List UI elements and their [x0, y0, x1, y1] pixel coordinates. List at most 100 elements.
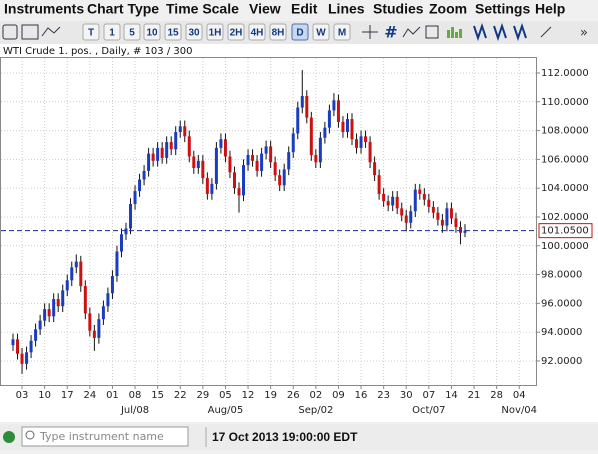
candle-body: [377, 175, 381, 194]
candles: [11, 70, 467, 374]
timeframe-button[interactable]: [103, 23, 121, 41]
candle-body: [314, 155, 318, 163]
candle-body: [110, 276, 114, 294]
x-tick-label: 22: [174, 390, 187, 401]
timeframe-label[interactable]: 30: [188, 28, 200, 39]
menu-item[interactable]: View: [249, 1, 281, 17]
menu-item[interactable]: Time Scale: [166, 1, 239, 17]
menu-item[interactable]: Instruments: [4, 1, 84, 17]
month-label: Sep/02: [298, 405, 333, 416]
icon[interactable]: [2, 24, 18, 40]
candle-body: [34, 329, 38, 341]
x-tick-label: 30: [400, 390, 413, 401]
x-tick-label: 28: [490, 390, 503, 401]
candle-body: [210, 183, 214, 194]
candle-body: [65, 280, 69, 291]
timeframe-button[interactable]: [312, 23, 330, 41]
menu-item[interactable]: Studies: [373, 1, 424, 17]
candle-body: [368, 142, 372, 163]
icon[interactable]: #: [384, 23, 397, 42]
menu-item[interactable]: Settings: [475, 1, 530, 17]
timeframe-label[interactable]: 1H: [209, 28, 222, 39]
candle-body: [61, 290, 65, 307]
icon[interactable]: [402, 26, 421, 38]
candle-body: [332, 100, 336, 111]
candle-body: [74, 261, 78, 268]
candle-body: [20, 353, 24, 364]
candle-body: [440, 219, 444, 226]
timeframe-button[interactable]: [143, 23, 161, 41]
candle-body: [264, 146, 268, 154]
connection-indicator: [3, 431, 15, 443]
timeframe-button[interactable]: [291, 23, 309, 41]
icon[interactable]: [41, 26, 61, 37]
candle-body: [364, 136, 368, 143]
timeframe-label[interactable]: D: [296, 28, 303, 39]
menu-item[interactable]: Chart Type: [87, 1, 159, 17]
timeframe-button[interactable]: [227, 23, 245, 41]
menu-item[interactable]: Edit: [291, 1, 318, 17]
candle-body: [97, 319, 101, 338]
timeframe-label[interactable]: 2H: [230, 28, 243, 39]
timeframe-label[interactable]: 5: [129, 28, 135, 39]
timeframe-label[interactable]: 4H: [251, 28, 264, 39]
candle-body: [287, 152, 291, 170]
candle-body: [223, 139, 227, 157]
chart-title: WTI Crude 1. pos. , Daily, # 103 / 300: [3, 46, 192, 57]
timeframe-label[interactable]: 1: [109, 28, 115, 39]
candle-body: [11, 339, 15, 346]
candle-body: [323, 127, 327, 138]
menu-item[interactable]: Zoom: [429, 1, 467, 17]
candle-body: [196, 160, 200, 169]
x-tick-label: 24: [83, 390, 96, 401]
candle-body: [124, 228, 128, 235]
y-tick-label: 104.0000: [541, 183, 589, 194]
timeframe-button[interactable]: [123, 23, 141, 41]
candle-body: [138, 179, 142, 192]
timeframe-label[interactable]: 10: [146, 28, 158, 39]
timeframe-button[interactable]: [248, 23, 266, 41]
icon[interactable]: [513, 22, 527, 42]
timeframe-button[interactable]: [164, 23, 182, 41]
timeframe-label[interactable]: W: [316, 28, 326, 39]
timeframe-button[interactable]: [269, 23, 287, 41]
month-label: Aug/05: [208, 405, 244, 416]
price-label: 101.0500: [541, 226, 589, 237]
timeframe-button[interactable]: [333, 23, 351, 41]
candle-body: [192, 156, 196, 169]
timeframe-label[interactable]: M: [338, 28, 346, 39]
timeframe-button[interactable]: [206, 23, 224, 41]
search-box[interactable]: [21, 426, 189, 447]
timeframe-label[interactable]: T: [88, 28, 94, 39]
candle-body: [255, 160, 259, 171]
candle-body: [43, 309, 47, 321]
icon[interactable]: [425, 25, 439, 39]
timeframe-button[interactable]: [185, 23, 203, 41]
y-tick-label: 112.0000: [541, 68, 589, 79]
icon[interactable]: [473, 22, 487, 42]
candle-body: [386, 201, 390, 206]
candle-body: [129, 204, 133, 229]
menu-item[interactable]: Lines: [328, 1, 365, 17]
timeframe-label[interactable]: 8H: [272, 28, 285, 39]
icon[interactable]: [540, 26, 552, 38]
candle-body: [160, 147, 164, 158]
timeframe-label[interactable]: 15: [167, 28, 179, 39]
price-label-box: [538, 223, 593, 239]
icon[interactable]: [21, 24, 39, 40]
search-placeholder[interactable]: Type instrument name: [39, 430, 164, 443]
candle-body: [309, 117, 313, 156]
candle-body: [25, 352, 29, 364]
menu-item[interactable]: Help: [535, 1, 565, 17]
timeframe-button[interactable]: [82, 23, 100, 41]
icon[interactable]: [447, 27, 462, 38]
icon[interactable]: [493, 22, 507, 42]
candle-body: [463, 230, 467, 233]
candle-body: [242, 165, 246, 196]
y-tick-label: 102.0000: [541, 212, 589, 223]
icon[interactable]: »: [580, 26, 588, 41]
candle-body: [228, 156, 232, 173]
candle-body: [142, 170, 146, 180]
x-tick-label: 29: [196, 390, 209, 401]
y-tick-label: 106.0000: [541, 154, 589, 165]
